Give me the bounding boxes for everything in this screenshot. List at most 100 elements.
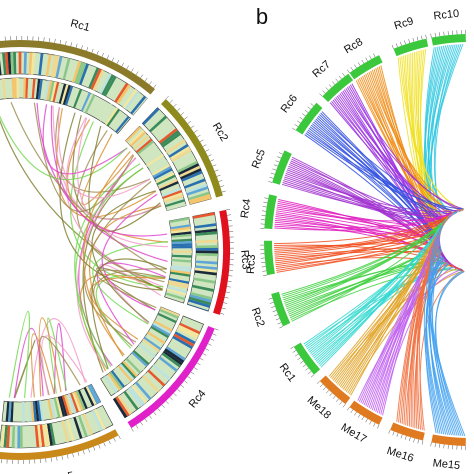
heat-cell: [194, 267, 217, 273]
tick: [169, 397, 173, 401]
tick: [207, 154, 212, 157]
tick: [140, 74, 143, 79]
heat-cell: [161, 352, 181, 368]
tick: [269, 302, 274, 304]
tick: [153, 411, 157, 416]
heat-cell: [11, 425, 16, 448]
tick: [273, 164, 278, 167]
tick: [103, 442, 106, 447]
tick: [350, 409, 354, 414]
tick: [131, 427, 134, 432]
heat-cell: [171, 148, 192, 162]
heat-cell: [189, 196, 212, 205]
heat-cell: [173, 333, 195, 347]
heat-cell: [184, 178, 206, 189]
tick: [202, 144, 207, 147]
heat-cell: [158, 128, 178, 144]
link: [75, 167, 144, 370]
tick: [421, 440, 424, 445]
heat-cell: [6, 425, 11, 448]
heat-cell: [39, 400, 44, 421]
heat-cell: [47, 399, 54, 420]
tick: [212, 164, 217, 167]
heat-cell: [158, 178, 178, 190]
heat-cell: [171, 236, 192, 240]
tick: [149, 81, 152, 85]
heat-cell: [190, 291, 213, 300]
link: [82, 150, 131, 356]
tick: [227, 214, 232, 216]
tick: [277, 322, 282, 325]
heat-cell: [132, 350, 150, 366]
tick: [357, 62, 361, 66]
tick: [184, 116, 188, 120]
tick: [70, 42, 73, 47]
heat-cell: [127, 127, 143, 144]
tick: [328, 84, 332, 88]
chromosome: [349, 55, 383, 80]
heat-cell: [167, 286, 188, 294]
heat-cell: [71, 392, 82, 412]
heat-cell: [195, 245, 218, 249]
tick: [278, 152, 283, 155]
tick: [302, 113, 306, 117]
heat-cell: [75, 390, 86, 410]
heat-cell: [142, 338, 160, 353]
heat-cell: [101, 74, 115, 96]
heat-cell: [188, 194, 211, 203]
heat-cell: [194, 228, 218, 234]
heat-cell: [14, 425, 18, 448]
heat-cell: [54, 82, 62, 103]
heat-cell: [75, 416, 86, 438]
link: [276, 208, 454, 222]
heat-cell: [37, 424, 43, 448]
heat-cell: [193, 275, 216, 281]
chromosome-label: Rc3: [245, 254, 258, 274]
tick: [72, 453, 74, 458]
heat-cell: [73, 417, 83, 439]
chromosome-label: Rc1: [69, 17, 91, 34]
tick: [93, 446, 96, 451]
heat-cell: [5, 401, 10, 422]
link: [46, 317, 68, 394]
heat-cell: [193, 277, 216, 284]
heat-cell: [23, 52, 27, 75]
heat-cell: [164, 348, 185, 364]
link: [348, 85, 461, 210]
link: [38, 317, 62, 397]
link: [338, 94, 450, 217]
heat-cell: [55, 56, 63, 79]
heat-cell: [69, 392, 79, 413]
chromosome: [295, 102, 323, 135]
tick: [221, 190, 226, 193]
link: [320, 112, 439, 240]
heat-cell: [170, 224, 191, 230]
heat-cell: [109, 371, 124, 390]
heat-cell: [178, 163, 200, 176]
heat-cell: [36, 400, 42, 421]
heat-cell: [189, 294, 212, 303]
heat-cell: [52, 55, 60, 78]
chromosome: [271, 291, 291, 327]
link: [434, 271, 465, 436]
heat-cell: [61, 395, 70, 416]
tick: [220, 185, 225, 188]
heat-cell: [128, 129, 145, 146]
tick: [290, 346, 294, 349]
heat-cell: [85, 386, 97, 406]
heat-cell: [179, 165, 201, 178]
chromosome: [293, 342, 321, 375]
heat-cell: [44, 423, 51, 447]
tick: [226, 208, 231, 211]
heat-cell: [3, 425, 8, 448]
heat-cell: [91, 409, 104, 431]
heat-cell: [37, 79, 43, 100]
heat-cell: [31, 78, 36, 99]
heat-cell: [26, 401, 30, 422]
heat-cell: [113, 397, 128, 418]
tick: [400, 434, 403, 439]
tick: [342, 403, 346, 408]
tick: [377, 424, 380, 429]
tick: [54, 38, 56, 43]
heat-cell: [4, 52, 9, 75]
